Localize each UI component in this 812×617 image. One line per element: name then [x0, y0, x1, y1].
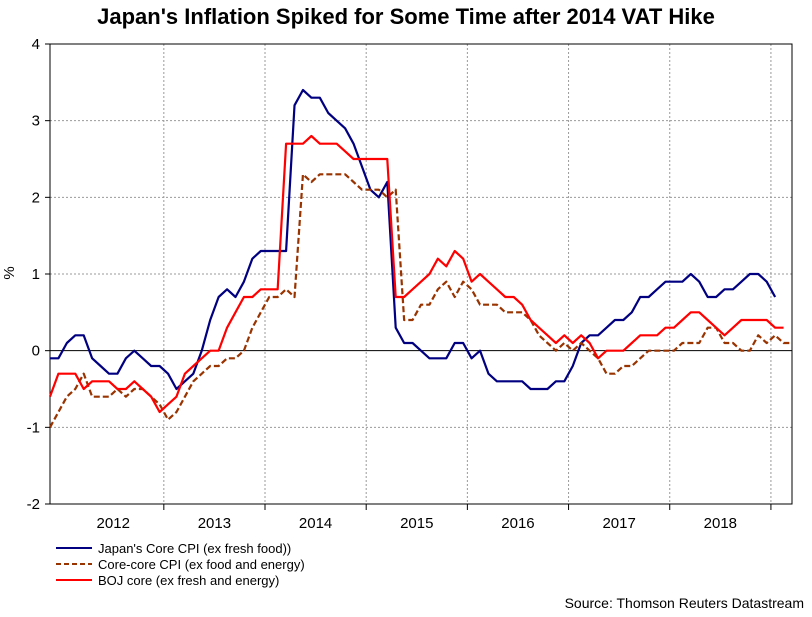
legend-swatch-core-core-cpi [56, 563, 92, 565]
legend-item-core-core-cpi: Core-core CPI (ex food and energy) [56, 556, 305, 572]
y-tick-label: 3 [32, 113, 40, 130]
series-line-2 [48, 134, 784, 414]
axes: -2 -1 0 1 2 3 4 2012 2013 2014 2015 2016 2017 2018 [27, 36, 793, 532]
series-lines [48, 88, 792, 428]
legend-label-core-core-cpi: Core-core CPI (ex food and energy) [98, 556, 305, 572]
legend: Japan's Core CPI (ex fresh food)) Core-c… [56, 540, 305, 588]
x-tick-label: 2015 [400, 515, 433, 532]
y-tick-label: 2 [32, 189, 40, 206]
y-tick-label: 0 [32, 343, 40, 360]
x-tick-label: 2013 [198, 515, 231, 532]
y-tick-label: -2 [27, 496, 40, 513]
series-line-1 [49, 173, 792, 428]
x-tick-label: 2018 [704, 515, 737, 532]
y-tick-label: 1 [32, 266, 40, 283]
x-tick-label: 2014 [299, 515, 332, 532]
legend-swatch-boj-core [56, 579, 92, 581]
legend-item-boj-core: BOJ core (ex fresh and energy) [56, 572, 305, 588]
x-tick-label: 2016 [501, 515, 534, 532]
legend-label-core-cpi: Japan's Core CPI (ex fresh food)) [98, 540, 292, 556]
legend-swatch-core-cpi [56, 547, 92, 549]
series-line-0 [50, 88, 777, 391]
x-tick-label: 2017 [602, 515, 635, 532]
legend-label-boj-core: BOJ core (ex fresh and energy) [98, 572, 280, 588]
y-tick-label: -1 [27, 419, 40, 436]
y-axis-label: % [1, 266, 18, 279]
x-tick-label: 2012 [97, 515, 130, 532]
grid-lines [50, 44, 792, 504]
chart-title: Japan's Inflation Spiked for Some Time a… [97, 4, 715, 29]
legend-item-core-cpi: Japan's Core CPI (ex fresh food)) [56, 540, 305, 556]
y-tick-label: 4 [32, 36, 40, 53]
source-note: Source: Thomson Reuters Datastream [564, 595, 804, 611]
plot-frame [49, 43, 793, 505]
